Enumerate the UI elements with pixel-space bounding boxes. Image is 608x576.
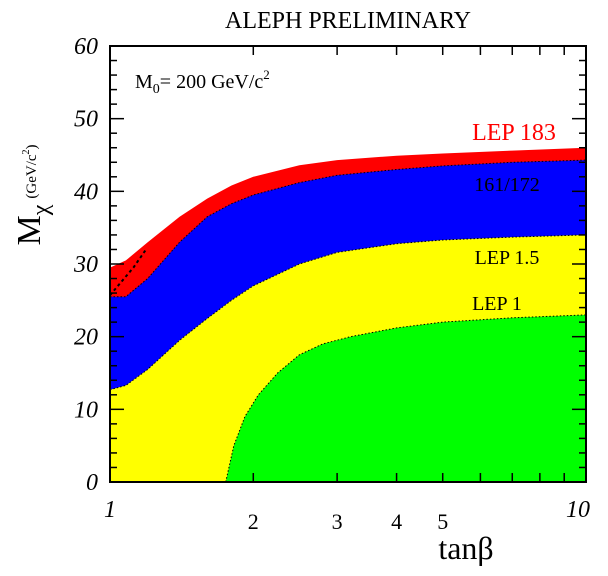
y-axis-label-unit-close: ) <box>24 144 40 149</box>
y-tick-label: 60 <box>74 34 98 60</box>
m0-annotation-sup: 2 <box>263 67 270 82</box>
boundary-2 <box>109 234 587 391</box>
y-tick-label: 30 <box>73 252 98 278</box>
m0-annotation: M0= 200 GeV/c2 <box>135 67 270 97</box>
y-tick-label: 40 <box>74 179 98 205</box>
x-tick-label: 10 <box>566 497 590 523</box>
y-axis-label-main: M <box>11 215 48 245</box>
x-tick-label: 3 <box>332 509 343 534</box>
y-tick-label: 20 <box>74 325 98 351</box>
y-tick-label: 0 <box>86 470 98 496</box>
m0-annotation-sub: 0 <box>153 82 160 97</box>
x-axis-label: tanβ <box>438 530 493 566</box>
y-tick-labels: 0 10 20 30 40 50 60 <box>73 34 98 496</box>
label-lep1: LEP 1 <box>472 293 522 315</box>
m0-annotation-main: M <box>135 71 153 93</box>
chart-title: ALEPH PRELIMINARY <box>225 8 471 34</box>
axis-ticks <box>109 45 587 483</box>
y-axis-label: Mχ (GeV/c2) <box>11 144 54 245</box>
y-axis-label-unit-sup: 2 <box>21 149 32 154</box>
dashed-line <box>109 248 147 296</box>
y-axis-label-unit: (GeV/c <box>24 154 40 198</box>
x-tick-labels: 1 2 3 4 5 10 <box>104 497 590 534</box>
x-tick-label: 1 <box>104 497 116 523</box>
region-3 <box>225 314 586 482</box>
exclusion-regions <box>110 147 586 482</box>
y-axis-label-sub: χ <box>28 204 54 216</box>
x-tick-label: 5 <box>437 509 448 534</box>
boundary-3 <box>225 314 587 483</box>
m0-annotation-text: = 200 GeV/c <box>160 71 264 93</box>
region-boundaries <box>109 159 587 483</box>
y-tick-label: 50 <box>74 107 98 133</box>
label-161-172: 161/172 <box>474 174 540 196</box>
label-lep183: LEP 183 <box>472 120 556 146</box>
label-lep1-5: LEP 1.5 <box>475 247 540 269</box>
svg-text:Mχ(GeV/c2): Mχ (GeV/c2) <box>11 144 54 245</box>
x-tick-label: 4 <box>391 509 402 534</box>
x-tick-label: 2 <box>248 509 259 534</box>
y-tick-label: 10 <box>74 397 98 423</box>
